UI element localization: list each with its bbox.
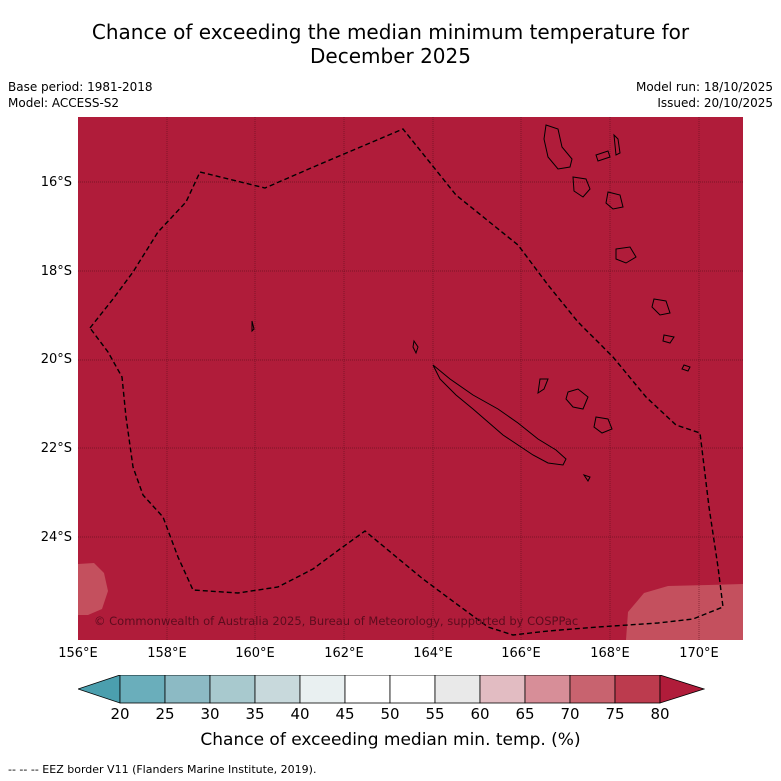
lon-label: 158°E — [147, 646, 187, 661]
island-hunter — [681, 364, 691, 372]
colorbar-segment — [479, 675, 526, 704]
island-ambae — [595, 150, 611, 162]
eez-legend-note: -- -- -- EEZ border V11 (Flanders Marine… — [8, 763, 317, 776]
lon-label: 160°E — [235, 646, 275, 661]
island-mare — [593, 416, 613, 434]
colorbar-extend-low — [78, 675, 121, 704]
island-walpole — [582, 474, 591, 482]
colorbar-tick-label: 20 — [110, 705, 130, 723]
lat-label: 18°S — [40, 264, 72, 279]
colorbar-segment — [524, 675, 571, 704]
colorbar-tick-label: 25 — [155, 705, 175, 723]
lon-label: 166°E — [501, 646, 541, 661]
model-name: Model: ACCESS-S2 — [8, 96, 120, 110]
lat-label: 20°S — [40, 352, 72, 367]
colorbar-tick-label: 55 — [425, 705, 445, 723]
colorbar-tick-label: 30 — [200, 705, 220, 723]
lat-label: 22°S — [40, 441, 72, 456]
island-efate — [605, 191, 624, 210]
island-tanna — [651, 298, 671, 316]
colorbar-tick-label: 65 — [515, 705, 535, 723]
eez-border — [89, 128, 724, 636]
colorbar-segment — [119, 675, 166, 704]
map-panel: © Commonwealth of Australia 2025, Bureau… — [78, 117, 743, 640]
light-patch-west — [78, 563, 108, 615]
colorbar — [78, 675, 705, 704]
colorbar-tick-label: 80 — [650, 705, 670, 723]
islands — [251, 124, 691, 482]
island-lifou — [565, 388, 589, 410]
chart-title-line1: Chance of exceeding the median minimum t… — [91, 20, 690, 44]
island-ouvea — [537, 378, 549, 395]
model-run: Model run: 18/10/2025 — [635, 80, 773, 94]
map-background — [78, 117, 743, 640]
lon-label: 170°E — [679, 646, 719, 661]
base-period: Base period: 1981-2018 — [8, 80, 153, 94]
copyright-text: © Commonwealth of Australia 2025, Bureau… — [94, 614, 578, 628]
colorbar-tick-label: 50 — [380, 705, 400, 723]
colorbar-tick-label: 40 — [290, 705, 310, 723]
lon-label: 162°E — [324, 646, 364, 661]
colorbar-extend-high — [659, 675, 705, 704]
colorbar-tick-label: 60 — [470, 705, 490, 723]
colorbar-segment — [569, 675, 616, 704]
island-maewo — [613, 133, 621, 156]
colorbar-segment — [389, 675, 436, 704]
chart-title-line2: December 2025 — [310, 44, 471, 68]
lat-label: 24°S — [40, 530, 72, 545]
issued-date: Issued: 20/10/2025 — [657, 96, 773, 110]
colorbar-segment — [344, 675, 391, 704]
colorbar-segment — [254, 675, 301, 704]
colorbar-segment — [434, 675, 481, 704]
lon-label: 168°E — [590, 646, 630, 661]
lon-label: 156°E — [58, 646, 98, 661]
colorbar-tick-label: 35 — [245, 705, 265, 723]
lon-label: 164°E — [413, 646, 453, 661]
colorbar-segment — [209, 675, 256, 704]
island-chesterfield — [251, 320, 255, 333]
island-new-caledonia — [432, 364, 567, 466]
island-belep — [412, 339, 419, 355]
colorbar-tick-label: 70 — [560, 705, 580, 723]
colorbar-tick-label: 75 — [605, 705, 625, 723]
island-aneityum — [662, 334, 675, 344]
colorbar-tick-label: 45 — [335, 705, 355, 723]
colorbar-segment — [164, 675, 211, 704]
lat-label: 16°S — [40, 175, 72, 190]
light-patch-southeast — [626, 584, 743, 640]
colorbar-segment — [614, 675, 661, 704]
island-malekula — [572, 176, 591, 198]
gridlines — [78, 117, 743, 640]
colorbar-segment — [299, 675, 346, 704]
island-santo — [543, 124, 573, 170]
colorbar-title: Chance of exceeding median min. temp. (%… — [200, 730, 581, 750]
island-erromango — [615, 246, 637, 264]
